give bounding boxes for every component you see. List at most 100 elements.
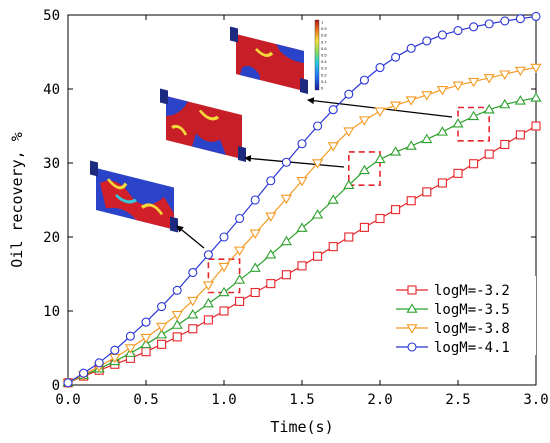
x-axis-title: Time(s) <box>270 418 333 436</box>
colorbar-label-3: 0.7 <box>321 39 327 44</box>
legend: logM=-3.2 logM=-3.5 logM=-3.8 logM=-4.1 <box>390 276 536 356</box>
series-3-point-24 <box>436 85 448 96</box>
series-4-point-4 <box>125 331 135 341</box>
series-3-point-9 <box>202 281 214 291</box>
series-3-point-14 <box>280 194 292 205</box>
series-2-point-21 <box>390 146 402 156</box>
series-3-point-27 <box>483 74 495 84</box>
colorbar-label-6: 0.4 <box>321 59 327 64</box>
series-2-point-17 <box>327 194 339 204</box>
series-3 <box>62 63 542 389</box>
series-1-point-22 <box>406 196 416 206</box>
series-3-point-19 <box>358 116 370 126</box>
series-4-point-7 <box>172 285 182 295</box>
series-3-point-13 <box>265 212 277 222</box>
series-3-point-22 <box>405 96 417 106</box>
series-4-point-29 <box>515 14 525 24</box>
x-tick-label-6: 3.0 <box>523 392 548 408</box>
series-4-point-23 <box>422 36 432 46</box>
series-1-point-26 <box>469 159 479 169</box>
series-4-point-30 <box>531 11 541 22</box>
series-1-point-17 <box>328 242 338 252</box>
x-tick-label-4: 2.0 <box>367 392 392 408</box>
x-tick-label-2: 1.0 <box>211 392 236 408</box>
series-4-point-12 <box>250 195 260 205</box>
series-1-point-25 <box>453 168 463 178</box>
series-1-point-20 <box>375 213 385 224</box>
series-4-point-0 <box>63 378 73 388</box>
series-1-point-18 <box>344 232 354 242</box>
y-tick-label-4: 40 <box>43 82 60 98</box>
series-2-point-6 <box>156 328 168 339</box>
series-2-point-26 <box>468 110 480 121</box>
series-4-point-25 <box>453 25 463 36</box>
y-tick-label-1: 10 <box>43 304 60 320</box>
series-2-point-10 <box>218 286 230 297</box>
series-3-point-12 <box>249 229 261 239</box>
series-1-point-16 <box>313 251 323 261</box>
x-tick-label-3: 1.5 <box>289 392 314 408</box>
series-4-point-15 <box>297 139 307 149</box>
series-3-point-17 <box>327 142 339 152</box>
series-1-point-28 <box>500 139 510 150</box>
series-3-point-29 <box>514 66 526 77</box>
series-2-point-16 <box>312 209 324 219</box>
colorbar-ticks: 10.9 0.80.7 0.6 0.50.4 0.30.2 0.1 0 <box>321 20 327 91</box>
series-4-point-1 <box>79 368 89 378</box>
series-4-point-10 <box>219 232 229 242</box>
series-3-point-28 <box>499 70 511 80</box>
legend-label-1: logM=-3.2 <box>434 283 510 299</box>
colorbar <box>314 19 320 91</box>
snapshot-mid <box>160 88 246 162</box>
series-4-point-8 <box>188 267 198 278</box>
series-1-point-15 <box>297 261 307 271</box>
y-axis-title: Oil recovery, % <box>8 132 26 267</box>
series-3-point-4 <box>124 344 136 354</box>
colorbar-label-2: 0.8 <box>321 33 327 38</box>
series-4-point-21 <box>391 52 401 62</box>
series-3-point-7 <box>171 310 183 321</box>
series-1-point-6 <box>157 339 167 349</box>
series-1-point-23 <box>422 187 432 197</box>
series-3-point-11 <box>234 246 246 257</box>
series-1-point-13 <box>266 279 276 289</box>
legend-marker-1 <box>407 285 417 295</box>
series-4-point-24 <box>437 30 447 40</box>
series-3-point-16 <box>312 159 324 169</box>
legend-item-1: logM=-3.2 <box>396 283 510 299</box>
series-4-point-9 <box>203 250 213 260</box>
legend-label-2: logM=-3.5 <box>434 302 510 318</box>
series-4-point-16 <box>313 121 323 131</box>
series-1-point-14 <box>281 270 291 280</box>
series-3-point-15 <box>296 177 308 187</box>
colorbar-label-4: 0.6 <box>321 46 327 51</box>
series-4 <box>63 11 541 388</box>
legend-marker-3 <box>406 324 418 334</box>
series-4-point-26 <box>469 22 479 32</box>
series-4-point-17 <box>328 105 338 115</box>
series-2-point-7 <box>171 319 183 329</box>
colorbar-label-1: 0.9 <box>321 26 327 31</box>
series-3-point-23 <box>421 91 433 101</box>
series-2-point-12 <box>249 262 261 272</box>
series-4-point-20 <box>375 62 385 73</box>
series-1-point-12 <box>250 287 260 298</box>
series-2-point-18 <box>343 179 355 189</box>
series-2-point-13 <box>265 249 277 259</box>
series-layer <box>62 11 542 389</box>
legend-item-2: logM=-3.5 <box>396 302 510 318</box>
series-4-point-2 <box>94 358 104 368</box>
x-tick-label-5: 2.5 <box>445 392 470 408</box>
arrow-to-box-1 <box>176 225 205 249</box>
series-1-point-9 <box>203 315 213 325</box>
series-4-point-11 <box>235 213 245 224</box>
series-4-point-6 <box>157 302 167 312</box>
y-tick-label-0: 0 <box>52 378 60 394</box>
series-1-point-29 <box>515 130 525 140</box>
legend-item-4: logM=-4.1 <box>396 340 510 356</box>
legend-item-3: logM=-3.8 <box>396 321 510 337</box>
series-2-point-11 <box>234 274 246 284</box>
snapshot-high <box>230 26 308 94</box>
series-4-point-28 <box>500 16 510 26</box>
